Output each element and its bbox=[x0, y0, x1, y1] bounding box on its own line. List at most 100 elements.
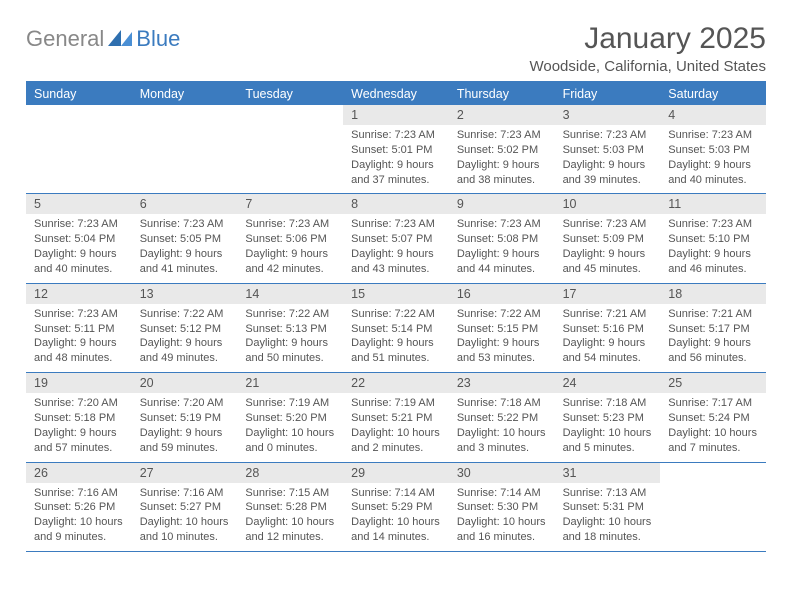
calendar-cell: 24Sunrise: 7:18 AMSunset: 5:23 PMDayligh… bbox=[555, 373, 661, 461]
day-number: 1 bbox=[343, 105, 449, 125]
calendar-cell: 20Sunrise: 7:20 AMSunset: 5:19 PMDayligh… bbox=[132, 373, 238, 461]
day-detail: Sunrise: 7:22 AMSunset: 5:15 PMDaylight:… bbox=[449, 304, 555, 372]
day-detail: Sunrise: 7:14 AMSunset: 5:30 PMDaylight:… bbox=[449, 483, 555, 551]
logo-text-blue: Blue bbox=[136, 26, 180, 52]
day-detail: Sunrise: 7:19 AMSunset: 5:21 PMDaylight:… bbox=[343, 393, 449, 461]
sunset-text: Sunset: 5:03 PM bbox=[668, 143, 758, 158]
sunrise-text: Sunrise: 7:14 AM bbox=[457, 486, 547, 501]
day-number: 2 bbox=[449, 105, 555, 125]
day-number: 19 bbox=[26, 373, 132, 393]
sunset-text: Sunset: 5:06 PM bbox=[245, 232, 335, 247]
day-number: 9 bbox=[449, 194, 555, 214]
day-number: 18 bbox=[660, 284, 766, 304]
sunrise-text: Sunrise: 7:23 AM bbox=[351, 128, 441, 143]
daylight-text: Daylight: 9 hours and 51 minutes. bbox=[351, 336, 441, 366]
day-number: 28 bbox=[237, 463, 343, 483]
sunrise-text: Sunrise: 7:15 AM bbox=[245, 486, 335, 501]
sunrise-text: Sunrise: 7:19 AM bbox=[351, 396, 441, 411]
day-number: 5 bbox=[26, 194, 132, 214]
calendar-cell: .. bbox=[26, 105, 132, 193]
day-detail: Sunrise: 7:23 AMSunset: 5:09 PMDaylight:… bbox=[555, 214, 661, 282]
logo: General Blue bbox=[26, 26, 180, 52]
calendar-cell: .. bbox=[132, 105, 238, 193]
sunrise-text: Sunrise: 7:23 AM bbox=[457, 128, 547, 143]
day-header-tuesday: Tuesday bbox=[237, 83, 343, 105]
sunrise-text: Sunrise: 7:23 AM bbox=[668, 128, 758, 143]
calendar-cell: 30Sunrise: 7:14 AMSunset: 5:30 PMDayligh… bbox=[449, 463, 555, 551]
calendar-cell: 29Sunrise: 7:14 AMSunset: 5:29 PMDayligh… bbox=[343, 463, 449, 551]
calendar-cell: 1Sunrise: 7:23 AMSunset: 5:01 PMDaylight… bbox=[343, 105, 449, 193]
daylight-text: Daylight: 10 hours and 18 minutes. bbox=[563, 515, 653, 545]
sunset-text: Sunset: 5:21 PM bbox=[351, 411, 441, 426]
sunrise-text: Sunrise: 7:23 AM bbox=[351, 217, 441, 232]
daylight-text: Daylight: 9 hours and 42 minutes. bbox=[245, 247, 335, 277]
day-number: 13 bbox=[132, 284, 238, 304]
day-detail: Sunrise: 7:18 AMSunset: 5:23 PMDaylight:… bbox=[555, 393, 661, 461]
calendar-body: ......1Sunrise: 7:23 AMSunset: 5:01 PMDa… bbox=[26, 105, 766, 552]
day-detail: Sunrise: 7:23 AMSunset: 5:10 PMDaylight:… bbox=[660, 214, 766, 282]
daylight-text: Daylight: 9 hours and 49 minutes. bbox=[140, 336, 230, 366]
logo-text-general: General bbox=[26, 26, 104, 52]
daylight-text: Daylight: 10 hours and 7 minutes. bbox=[668, 426, 758, 456]
day-detail: Sunrise: 7:23 AMSunset: 5:03 PMDaylight:… bbox=[660, 125, 766, 193]
calendar-cell: .. bbox=[237, 105, 343, 193]
daylight-text: Daylight: 10 hours and 10 minutes. bbox=[140, 515, 230, 545]
sunrise-text: Sunrise: 7:21 AM bbox=[563, 307, 653, 322]
day-detail: Sunrise: 7:13 AMSunset: 5:31 PMDaylight:… bbox=[555, 483, 661, 551]
sunset-text: Sunset: 5:26 PM bbox=[34, 500, 124, 515]
sunset-text: Sunset: 5:31 PM bbox=[563, 500, 653, 515]
sunset-text: Sunset: 5:30 PM bbox=[457, 500, 547, 515]
calendar-cell: 12Sunrise: 7:23 AMSunset: 5:11 PMDayligh… bbox=[26, 284, 132, 372]
daylight-text: Daylight: 9 hours and 50 minutes. bbox=[245, 336, 335, 366]
day-number: 22 bbox=[343, 373, 449, 393]
week-row: 12Sunrise: 7:23 AMSunset: 5:11 PMDayligh… bbox=[26, 284, 766, 373]
sunset-text: Sunset: 5:28 PM bbox=[245, 500, 335, 515]
daylight-text: Daylight: 10 hours and 16 minutes. bbox=[457, 515, 547, 545]
calendar-cell: 27Sunrise: 7:16 AMSunset: 5:27 PMDayligh… bbox=[132, 463, 238, 551]
daylight-text: Daylight: 9 hours and 56 minutes. bbox=[668, 336, 758, 366]
day-detail: Sunrise: 7:23 AMSunset: 5:03 PMDaylight:… bbox=[555, 125, 661, 193]
daylight-text: Daylight: 10 hours and 5 minutes. bbox=[563, 426, 653, 456]
day-detail: Sunrise: 7:23 AMSunset: 5:05 PMDaylight:… bbox=[132, 214, 238, 282]
day-header-monday: Monday bbox=[132, 83, 238, 105]
day-number: 10 bbox=[555, 194, 661, 214]
day-number: 17 bbox=[555, 284, 661, 304]
day-number: 31 bbox=[555, 463, 661, 483]
sunrise-text: Sunrise: 7:22 AM bbox=[351, 307, 441, 322]
calendar-cell: 14Sunrise: 7:22 AMSunset: 5:13 PMDayligh… bbox=[237, 284, 343, 372]
sunset-text: Sunset: 5:10 PM bbox=[668, 232, 758, 247]
sunset-text: Sunset: 5:24 PM bbox=[668, 411, 758, 426]
day-detail: Sunrise: 7:23 AMSunset: 5:11 PMDaylight:… bbox=[26, 304, 132, 372]
day-number: 20 bbox=[132, 373, 238, 393]
calendar-cell: 31Sunrise: 7:13 AMSunset: 5:31 PMDayligh… bbox=[555, 463, 661, 551]
day-detail: Sunrise: 7:21 AMSunset: 5:16 PMDaylight:… bbox=[555, 304, 661, 372]
calendar-cell: 26Sunrise: 7:16 AMSunset: 5:26 PMDayligh… bbox=[26, 463, 132, 551]
day-detail: Sunrise: 7:23 AMSunset: 5:04 PMDaylight:… bbox=[26, 214, 132, 282]
daylight-text: Daylight: 9 hours and 40 minutes. bbox=[34, 247, 124, 277]
sunrise-text: Sunrise: 7:21 AM bbox=[668, 307, 758, 322]
calendar-cell: 9Sunrise: 7:23 AMSunset: 5:08 PMDaylight… bbox=[449, 194, 555, 282]
day-number: 12 bbox=[26, 284, 132, 304]
day-detail: Sunrise: 7:15 AMSunset: 5:28 PMDaylight:… bbox=[237, 483, 343, 551]
day-detail: Sunrise: 7:14 AMSunset: 5:29 PMDaylight:… bbox=[343, 483, 449, 551]
header: General Blue January 2025 Woodside, Cali… bbox=[26, 22, 766, 75]
calendar-cell: 17Sunrise: 7:21 AMSunset: 5:16 PMDayligh… bbox=[555, 284, 661, 372]
daylight-text: Daylight: 9 hours and 43 minutes. bbox=[351, 247, 441, 277]
sunrise-text: Sunrise: 7:23 AM bbox=[140, 217, 230, 232]
day-header-row: SundayMondayTuesdayWednesdayThursdayFrid… bbox=[26, 83, 766, 105]
sunrise-text: Sunrise: 7:22 AM bbox=[140, 307, 230, 322]
day-number: 8 bbox=[343, 194, 449, 214]
calendar-cell: .. bbox=[660, 463, 766, 551]
calendar-cell: 21Sunrise: 7:19 AMSunset: 5:20 PMDayligh… bbox=[237, 373, 343, 461]
sunset-text: Sunset: 5:23 PM bbox=[563, 411, 653, 426]
location: Woodside, California, United States bbox=[529, 58, 766, 75]
sunrise-text: Sunrise: 7:20 AM bbox=[140, 396, 230, 411]
day-detail: Sunrise: 7:16 AMSunset: 5:26 PMDaylight:… bbox=[26, 483, 132, 551]
daylight-text: Daylight: 9 hours and 37 minutes. bbox=[351, 158, 441, 188]
calendar-cell: 15Sunrise: 7:22 AMSunset: 5:14 PMDayligh… bbox=[343, 284, 449, 372]
calendar-cell: 23Sunrise: 7:18 AMSunset: 5:22 PMDayligh… bbox=[449, 373, 555, 461]
daylight-text: Daylight: 10 hours and 3 minutes. bbox=[457, 426, 547, 456]
sunrise-text: Sunrise: 7:23 AM bbox=[668, 217, 758, 232]
calendar-cell: 13Sunrise: 7:22 AMSunset: 5:12 PMDayligh… bbox=[132, 284, 238, 372]
sunset-text: Sunset: 5:13 PM bbox=[245, 322, 335, 337]
